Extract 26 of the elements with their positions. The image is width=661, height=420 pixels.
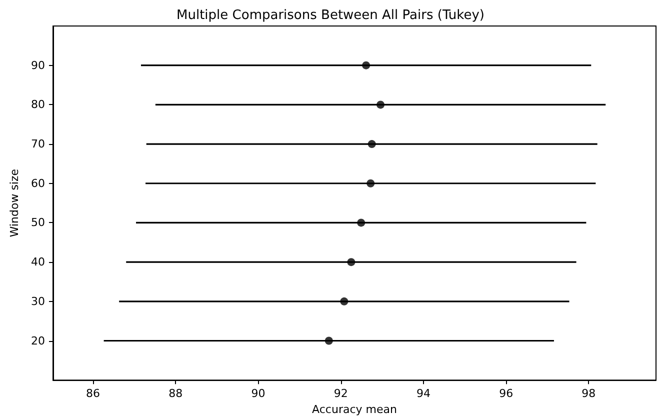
x-tick-label: 96: [499, 387, 514, 400]
y-tick-label: 70: [31, 138, 45, 151]
y-tick-label: 40: [31, 256, 45, 269]
y-tick-label: 60: [31, 176, 45, 190]
y-axis-title: Window size: [8, 168, 22, 238]
y-tick-label: 30: [31, 294, 45, 308]
y-tick-label: 20: [31, 334, 45, 348]
point: [376, 100, 385, 109]
point: [340, 297, 348, 306]
point: [324, 336, 333, 345]
y-tick-label: 90: [31, 58, 45, 72]
chart-title: Multiple Comparisons Between All Pairs (Tukey): [176, 8, 484, 23]
y-tick-label: 80: [31, 98, 45, 112]
point: [347, 258, 356, 266]
x-axis-title: Accuracy mean: [312, 403, 397, 416]
point: [357, 218, 366, 227]
y-tick-label: 50: [31, 216, 45, 230]
x-tick-label: 86: [86, 387, 100, 400]
x-tick-label: 92: [334, 387, 348, 400]
point: [362, 61, 370, 70]
x-tick-label: 94: [416, 387, 430, 400]
point: [366, 179, 375, 188]
point: [368, 140, 376, 148]
x-tick-label: 88: [168, 387, 183, 400]
x-tick-label: 90: [251, 387, 266, 400]
x-tick-label: 98: [582, 387, 596, 400]
